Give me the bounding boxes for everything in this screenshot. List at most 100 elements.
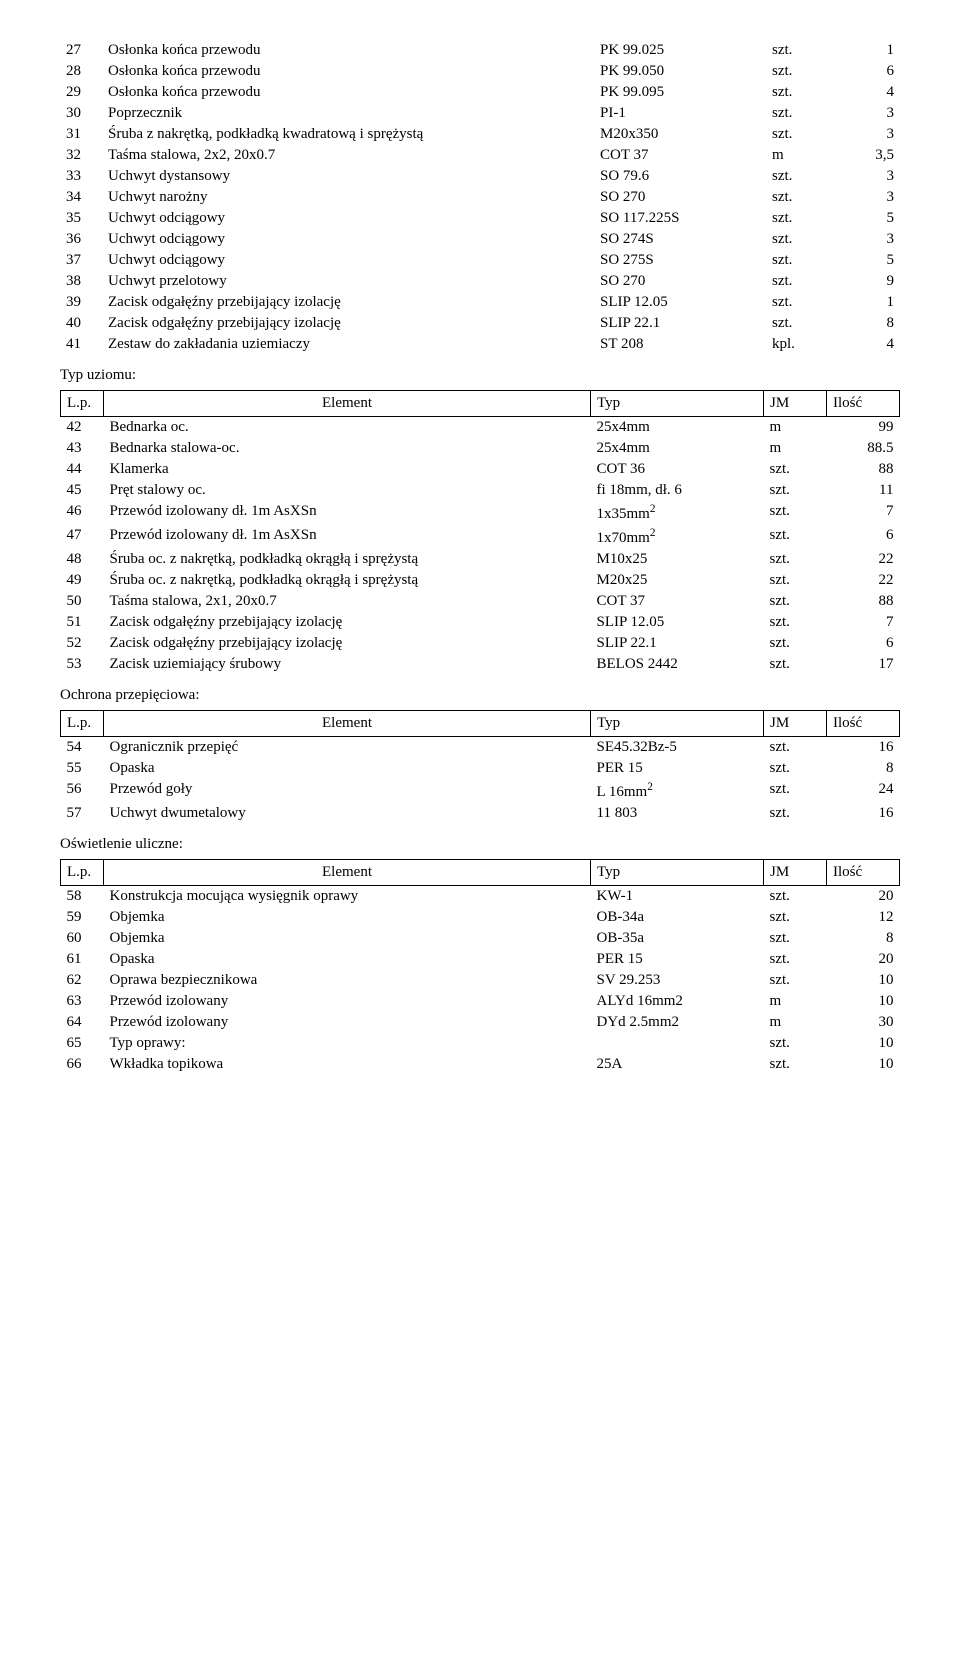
cell-lp: 37 bbox=[60, 250, 102, 271]
cell-element: Przewód izolowany bbox=[104, 1012, 591, 1033]
cell-lp: 27 bbox=[60, 40, 102, 61]
cell-ilosc: 3 bbox=[828, 229, 900, 250]
cell-lp: 35 bbox=[60, 208, 102, 229]
cell-element: Pręt stalowy oc. bbox=[104, 480, 591, 501]
table-row: 48Śruba oc. z nakrętką, podkładką okrągł… bbox=[61, 549, 900, 570]
cell-ilosc: 16 bbox=[827, 803, 900, 824]
cell-lp: 55 bbox=[61, 758, 104, 779]
cell-typ-text: L 16mm bbox=[597, 784, 648, 800]
cell-element: Uchwyt odciągowy bbox=[102, 229, 594, 250]
cell-lp: 38 bbox=[60, 271, 102, 292]
cell-lp: 54 bbox=[61, 737, 104, 759]
table-ochrona: L.p.ElementTypJMIlość54Ogranicznik przep… bbox=[60, 710, 900, 824]
cell-lp: 44 bbox=[61, 459, 104, 480]
table-row: 60ObjemkaOB-35aszt.8 bbox=[61, 928, 900, 949]
cell-lp: 62 bbox=[61, 970, 104, 991]
cell-typ: 1x35mm2 bbox=[591, 501, 764, 525]
cell-element: Typ oprawy: bbox=[104, 1033, 591, 1054]
cell-element: Śruba oc. z nakrętką, podkładką okrągłą … bbox=[104, 570, 591, 591]
table-row: 37Uchwyt odciągowySO 275Sszt.5 bbox=[60, 250, 900, 271]
cell-lp: 41 bbox=[60, 334, 102, 355]
cell-typ-text: SO 274S bbox=[600, 231, 654, 247]
cell-lp: 47 bbox=[61, 525, 104, 549]
cell-typ-text: OB-35a bbox=[597, 930, 645, 946]
table-row: 40Zacisk odgałęźny przebijający izolację… bbox=[60, 313, 900, 334]
cell-ilosc: 10 bbox=[827, 991, 900, 1012]
table-row: 35Uchwyt odciągowySO 117.225Sszt.5 bbox=[60, 208, 900, 229]
cell-lp: 34 bbox=[60, 187, 102, 208]
cell-jm: szt. bbox=[766, 61, 828, 82]
cell-jm: szt. bbox=[766, 166, 828, 187]
cell-ilosc: 20 bbox=[827, 886, 900, 908]
cell-jm: szt. bbox=[766, 208, 828, 229]
table-row: 27Osłonka końca przewoduPK 99.025szt.1 bbox=[60, 40, 900, 61]
table-row: 58Konstrukcja mocująca wysięgnik oprawyK… bbox=[61, 886, 900, 908]
table-row: 38Uchwyt przelotowySO 270szt.9 bbox=[60, 271, 900, 292]
cell-typ: M10x25 bbox=[591, 549, 764, 570]
cell-ilosc: 9 bbox=[828, 271, 900, 292]
cell-typ: SO 117.225S bbox=[594, 208, 766, 229]
cell-element: Opaska bbox=[104, 949, 591, 970]
table-top: 27Osłonka końca przewoduPK 99.025szt.128… bbox=[60, 40, 900, 355]
cell-jm: szt. bbox=[766, 82, 828, 103]
cell-typ: 11 803 bbox=[591, 803, 764, 824]
cell-jm: szt. bbox=[764, 803, 827, 824]
table-row: 30PoprzecznikPI-1szt.3 bbox=[60, 103, 900, 124]
cell-typ: SO 79.6 bbox=[594, 166, 766, 187]
cell-typ: 25x4mm bbox=[591, 438, 764, 459]
table-row: 63Przewód izolowanyALYd 16mm2m10 bbox=[61, 991, 900, 1012]
cell-jm: kpl. bbox=[766, 334, 828, 355]
table-oswietlenie: L.p.ElementTypJMIlość58Konstrukcja mocuj… bbox=[60, 859, 900, 1075]
cell-ilosc: 3 bbox=[828, 187, 900, 208]
cell-ilosc: 3 bbox=[828, 103, 900, 124]
header-cell: L.p. bbox=[61, 711, 104, 737]
cell-typ-sup: 2 bbox=[647, 781, 653, 793]
cell-ilosc: 8 bbox=[827, 758, 900, 779]
cell-typ: 1x70mm2 bbox=[591, 525, 764, 549]
cell-element: Bednarka oc. bbox=[104, 417, 591, 439]
cell-typ: PK 99.025 bbox=[594, 40, 766, 61]
cell-jm: szt. bbox=[764, 570, 827, 591]
header-cell: Ilość bbox=[827, 711, 900, 737]
cell-lp: 31 bbox=[60, 124, 102, 145]
header-cell: Typ bbox=[591, 860, 764, 886]
cell-typ: SO 275S bbox=[594, 250, 766, 271]
cell-element: Objemka bbox=[104, 928, 591, 949]
cell-ilosc: 6 bbox=[827, 633, 900, 654]
cell-lp: 51 bbox=[61, 612, 104, 633]
cell-lp: 28 bbox=[60, 61, 102, 82]
cell-jm: szt. bbox=[764, 949, 827, 970]
cell-lp: 64 bbox=[61, 1012, 104, 1033]
cell-typ-text: SLIP 12.05 bbox=[597, 614, 665, 630]
cell-element: Zestaw do zakładania uziemiaczy bbox=[102, 334, 594, 355]
cell-ilosc: 11 bbox=[827, 480, 900, 501]
cell-ilosc: 16 bbox=[827, 737, 900, 759]
cell-typ-text: M10x25 bbox=[597, 551, 648, 567]
cell-typ: SLIP 12.05 bbox=[594, 292, 766, 313]
header-row: L.p.ElementTypJMIlość bbox=[61, 711, 900, 737]
header-cell: Element bbox=[104, 711, 591, 737]
cell-typ-sup: 2 bbox=[650, 503, 656, 515]
cell-jm: szt. bbox=[764, 591, 827, 612]
table-row: 42Bednarka oc.25x4mmm99 bbox=[61, 417, 900, 439]
table-row: 56Przewód gołyL 16mm2szt.24 bbox=[61, 779, 900, 803]
cell-typ: PK 99.050 bbox=[594, 61, 766, 82]
cell-typ-text: 25A bbox=[597, 1056, 623, 1072]
cell-element: Uchwyt dystansowy bbox=[102, 166, 594, 187]
cell-element: Taśma stalowa, 2x1, 20x0.7 bbox=[104, 591, 591, 612]
cell-jm: szt. bbox=[766, 40, 828, 61]
cell-typ-text: OB-34a bbox=[597, 909, 645, 925]
cell-jm: m bbox=[766, 145, 828, 166]
table-row: 64Przewód izolowanyDYd 2.5mm2m30 bbox=[61, 1012, 900, 1033]
cell-ilosc: 5 bbox=[828, 250, 900, 271]
cell-typ-text: SO 270 bbox=[600, 189, 645, 205]
cell-ilosc: 8 bbox=[827, 928, 900, 949]
cell-lp: 33 bbox=[60, 166, 102, 187]
table-row: 45Pręt stalowy oc.fi 18mm, dł. 6szt.11 bbox=[61, 480, 900, 501]
cell-element: Zacisk odgałęźny przebijający izolację bbox=[102, 313, 594, 334]
table-row: 29Osłonka końca przewoduPK 99.095szt.4 bbox=[60, 82, 900, 103]
cell-jm: szt. bbox=[764, 907, 827, 928]
cell-lp: 36 bbox=[60, 229, 102, 250]
cell-lp: 57 bbox=[61, 803, 104, 824]
cell-element: Przewód izolowany dł. 1m AsXSn bbox=[104, 501, 591, 525]
